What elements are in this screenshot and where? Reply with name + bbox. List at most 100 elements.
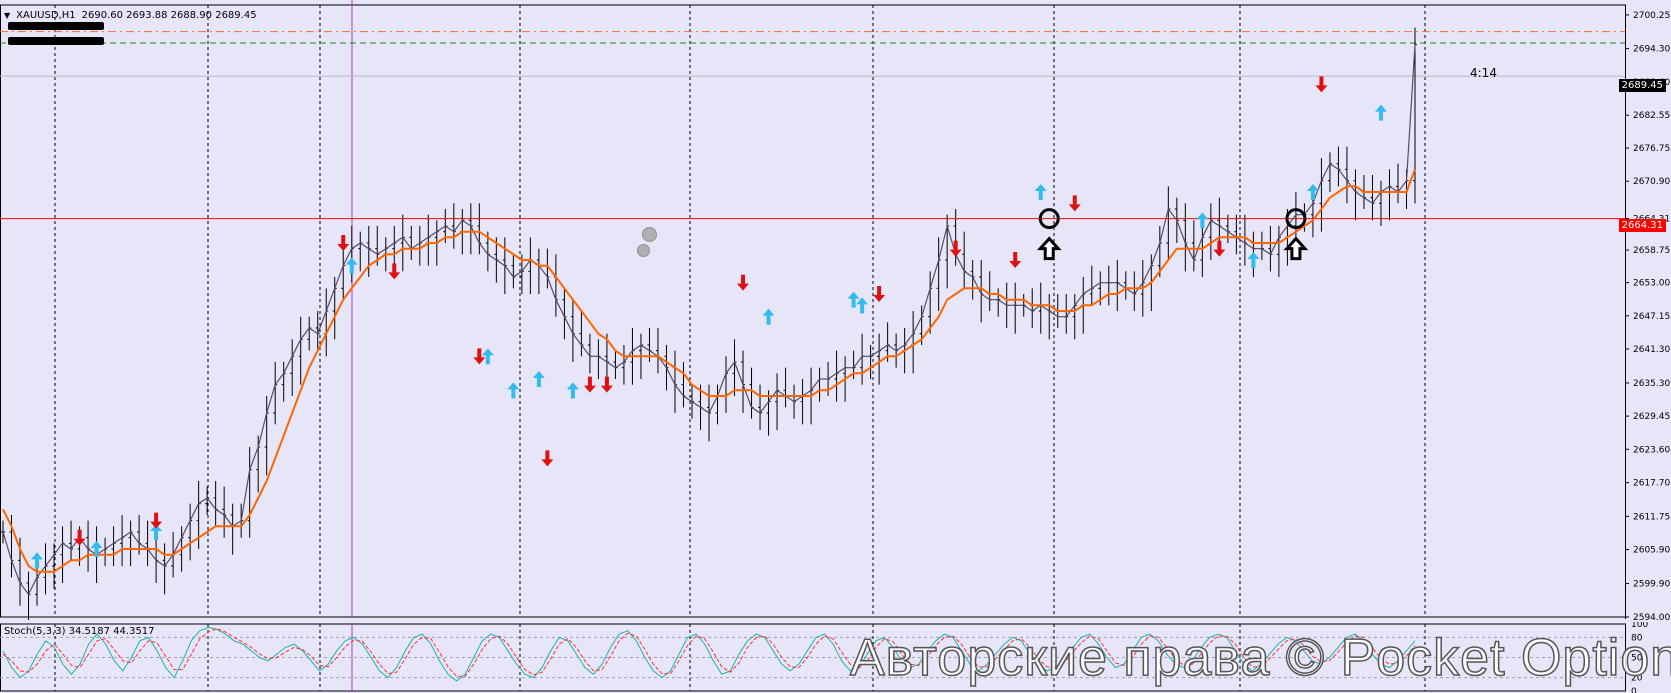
arrow-up-icon (1196, 212, 1209, 229)
price-tick-label: 2676.75 (1633, 144, 1670, 154)
arrow-up-icon (507, 382, 520, 399)
price-tick-label: 2629.45 (1633, 412, 1670, 422)
sell-signal-arrow (949, 240, 962, 257)
triangle-down-icon[interactable]: ▼ (4, 11, 11, 20)
arrow-down-icon (388, 263, 401, 280)
arrow-up-icon (345, 257, 358, 274)
buy-signal-arrow (507, 382, 520, 399)
arrow-down-icon (337, 235, 350, 251)
buy-signal-arrow (481, 348, 494, 365)
bar-countdown: 4:14 (1470, 66, 1497, 80)
price-tick-label: 2682.55 (1633, 111, 1670, 121)
price-tick-label: 2653.00 (1633, 279, 1670, 289)
sell-signal-arrow (150, 512, 163, 529)
buy-signal-arrow (847, 291, 860, 308)
arrow-down-icon (873, 286, 886, 302)
price-tick-label: 2694.30 (1633, 45, 1670, 55)
price-tick-label: 2617.70 (1633, 479, 1670, 489)
redacted-bar (8, 37, 104, 45)
sell-signal-arrow (541, 450, 554, 467)
watermark: Авторские права © Pocket Option (849, 628, 1671, 688)
arrow-up-icon (1247, 252, 1260, 268)
arrow-up-icon (90, 541, 103, 557)
sell-signal-arrow (600, 376, 613, 393)
buy-signal-arrow (1247, 252, 1260, 268)
arrow-up-icon (856, 297, 869, 314)
moving-average-line (2, 168, 1416, 573)
stoch-tick-label: 50 (1631, 654, 1643, 664)
level-price-tag: 2664.31 (1618, 219, 1666, 232)
arrow-up-icon (150, 524, 163, 540)
buy-signal-arrow (762, 308, 775, 325)
redacted-bar (8, 22, 104, 30)
arrow-down-icon (583, 376, 596, 393)
buy-signal-arrow (90, 541, 103, 557)
arrow-down-icon (737, 274, 750, 291)
stochastic-header: Stoch(5,3,3) 34.5187 44.3517 (4, 626, 155, 637)
price-tick-label: 2605.90 (1633, 546, 1670, 556)
stoch-tick-label: 80 (1631, 633, 1643, 643)
arrow-up-icon (1374, 104, 1387, 121)
circle-marker-icon (641, 227, 657, 242)
up-block-arrow-icon (1283, 236, 1309, 261)
sell-signal-arrow (1213, 240, 1226, 257)
buy-signal-arrow (345, 257, 358, 274)
circle-marker-icon (1038, 208, 1060, 230)
arrow-down-icon (1315, 76, 1328, 93)
plot-frame (0, 4, 1626, 618)
price-tick-label: 2670.90 (1633, 177, 1670, 187)
price-tick-label: 2641.30 (1633, 345, 1670, 355)
stoch-signal-line (2, 628, 1416, 677)
arrow-down-icon (1213, 240, 1226, 257)
buy-signal-arrow (31, 552, 44, 569)
buy-signal-arrow (1196, 212, 1209, 229)
stoch-tick-label: 100 (1631, 622, 1648, 630)
price-tick-label: 2594.00 (1633, 613, 1670, 620)
arrow-up-icon (1306, 184, 1319, 200)
price-chart[interactable]: 2700.252694.302688.402682.552676.752670.… (0, 0, 1671, 620)
symbol-label: XAUUSD,H1 (16, 10, 76, 21)
price-tick-label: 2599.90 (1633, 580, 1670, 590)
circle-marker-icon (636, 244, 650, 257)
circle-marker-icon (1285, 208, 1307, 230)
buy-signal-arrow (566, 382, 579, 399)
sell-signal-arrow (583, 376, 596, 393)
arrow-up-icon (847, 291, 860, 308)
arrow-up-icon (566, 382, 579, 399)
buy-signal-arrow (150, 524, 163, 540)
sell-signal-arrow (73, 529, 86, 546)
buy-signal-arrow (532, 371, 545, 387)
stoch-main-line (2, 626, 1416, 682)
buy-signal-arrow (1374, 104, 1387, 121)
price-tick-label: 2658.75 (1633, 246, 1670, 256)
sell-signal-arrow (873, 286, 886, 302)
buy-signal-arrow (856, 297, 869, 314)
sell-signal-arrow (1009, 252, 1022, 268)
buy-signal-arrow (1034, 184, 1047, 200)
up-block-arrow-icon (1036, 236, 1062, 261)
arrow-down-icon (1068, 195, 1081, 212)
arrow-down-icon (150, 512, 163, 529)
arrow-down-icon (1009, 252, 1022, 268)
sell-signal-arrow (337, 235, 350, 251)
arrow-up-icon (31, 552, 44, 569)
arrow-down-icon (600, 376, 613, 393)
price-tick-label: 2611.75 (1633, 512, 1670, 522)
arrow-down-icon (949, 240, 962, 257)
sell-signal-arrow (1315, 76, 1328, 93)
stochastic-panel[interactable]: 100 80 50 20 0 (0, 622, 1671, 693)
stoch-tick-label: 20 (1631, 674, 1643, 684)
stoch-tick-label: 0 (1631, 687, 1637, 693)
arrow-up-icon (762, 308, 775, 325)
chart-header: ▼ XAUUSD,H1 2690.60 2693.88 2688.90 2689… (4, 10, 257, 21)
sell-signal-arrow (1068, 195, 1081, 212)
arrow-down-icon (73, 529, 86, 546)
buy-signal-arrow (1306, 184, 1319, 200)
price-tick-label: 2623.60 (1633, 445, 1670, 455)
sell-signal-arrow (388, 263, 401, 280)
arrow-down-icon (473, 348, 486, 365)
price-tick-label: 2635.30 (1633, 379, 1670, 389)
sell-signal-arrow (473, 348, 486, 365)
price-tick-label: 2647.15 (1633, 312, 1670, 322)
